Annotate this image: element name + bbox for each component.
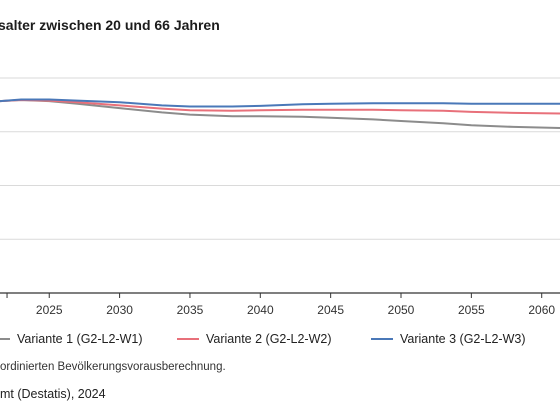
legend-label-variante-2: Variante 2 (G2-L2-W2) (206, 332, 332, 346)
series-line-variante-3 (0, 98, 560, 108)
x-axis: 2025 2030 2035 2040 2045 2050 2055 2060 (0, 292, 560, 317)
x-tick-label: 2055 (458, 303, 485, 317)
footnote: ordinierten Bevölkerungsvorausberechnung… (0, 361, 226, 373)
grid-lines (0, 77, 560, 240)
x-tick-label: 2040 (247, 303, 274, 317)
x-tick-label: 2050 (388, 303, 415, 317)
series-lines (0, 98, 560, 129)
x-tick-label: 2035 (177, 303, 204, 317)
legend-item-variante-1: Variante 1 (G2-L2-W1) (0, 332, 143, 346)
legend-swatch-variante-2 (177, 338, 199, 340)
legend-swatch-variante-3 (371, 338, 393, 340)
line-chart: 2025 2030 2035 2040 2045 2050 2055 2060 (0, 77, 560, 317)
legend-label-variante-3: Variante 3 (G2-L2-W3) (400, 332, 526, 346)
legend-item-variante-2: Variante 2 (G2-L2-W2) (177, 332, 332, 346)
x-tick-label: 2025 (36, 303, 63, 317)
x-tick-label: 2030 (106, 303, 133, 317)
legend-swatch-variante-1 (0, 338, 10, 340)
legend-item-variante-3: Variante 3 (G2-L2-W3) (371, 332, 526, 346)
source-note: mt (Destatis), 2024 (0, 387, 106, 401)
legend: Variante 1 (G2-L2-W1) Variante 2 (G2-L2-… (0, 332, 560, 350)
x-tick-label: 2060 (528, 303, 555, 317)
series-line-variante-1 (0, 99, 560, 129)
x-tick-label: 2045 (317, 303, 344, 317)
legend-label-variante-1: Variante 1 (G2-L2-W1) (17, 332, 143, 346)
chart-title: salter zwischen 20 und 66 Jahren (0, 17, 220, 33)
series-line-variante-2 (0, 99, 560, 115)
